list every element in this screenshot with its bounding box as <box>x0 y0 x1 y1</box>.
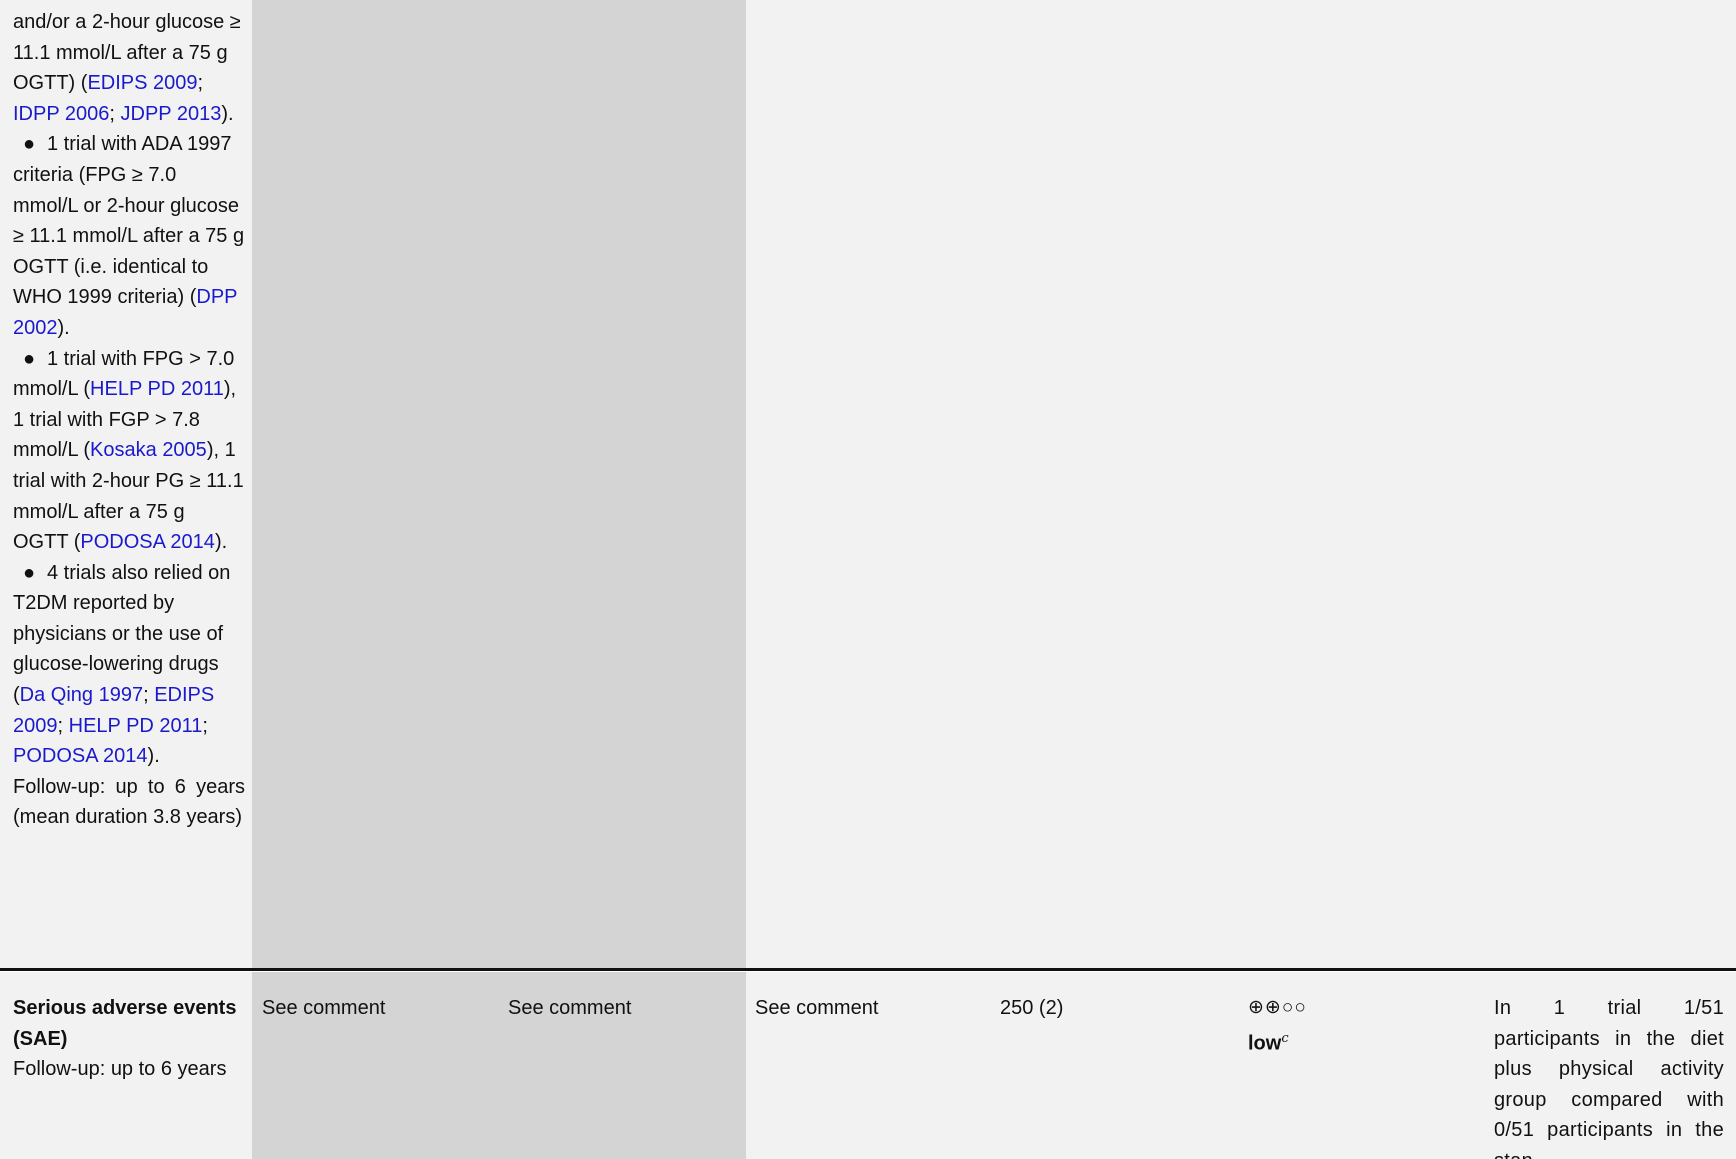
reference-link[interactable]: HELP PD 2011 <box>90 378 224 401</box>
bullet-icon: ● <box>23 561 36 584</box>
reference-link[interactable]: EDIPS 2009 <box>13 684 215 737</box>
outcome-cell: Serious adverse events (SAE) Follow-up: … <box>13 993 251 1085</box>
followup-text: Follow-up: up to 6 years (mean duration … <box>13 775 245 829</box>
bullet-icon: ● <box>23 133 36 156</box>
participants-cell: 250 (2) <box>1000 997 1064 1019</box>
reference-link[interactable]: EDIPS 2009 <box>87 72 198 95</box>
bullet-icon: ● <box>23 347 36 370</box>
footnote-marker: c <box>1281 1030 1289 1046</box>
reference-link[interactable]: IDPP 2006 <box>13 102 110 125</box>
certainty-cell: ⊕⊕○○ lowc <box>1248 993 1307 1059</box>
reference-link[interactable]: Da Qing 1997 <box>19 684 144 707</box>
certainty-level: low <box>1248 1032 1282 1055</box>
reference-link[interactable]: DPP 2002 <box>13 286 238 339</box>
corresponding-risk-cell: See comment <box>508 997 632 1019</box>
certainty-rating-icon: ⊕⊕○○ <box>1248 997 1307 1018</box>
list-item: ● 1 trial with FPG > 7.0 mmol/L (HELP PD … <box>13 344 245 558</box>
reference-link[interactable]: Kosaka 2005 <box>90 439 207 462</box>
outcome-definition-cell: and/or a 2-hour glucose ≥ 11.1 mmol/L af… <box>13 7 245 833</box>
shaded-column <box>252 0 746 968</box>
reference-link[interactable]: PODOSA 2014 <box>80 531 215 554</box>
row-divider <box>0 968 1736 971</box>
reference-link[interactable]: HELP PD 2011 <box>68 714 203 737</box>
assumed-risk-cell: See comment <box>262 997 386 1019</box>
outcome-name: Serious adverse events (SAE) <box>13 997 237 1050</box>
reference-link[interactable]: PODOSA 2014 <box>13 745 148 768</box>
shaded-column <box>252 972 746 1159</box>
list-item: ● 4 trials also relied on T2DM reported b… <box>13 558 245 772</box>
list-item: ● 1 trial with ADA 1997 criteria (FPG ≥ 7… <box>13 129 245 343</box>
outcome-followup: Follow-up: up to 6 years <box>13 1058 227 1081</box>
reference-link[interactable]: JDPP 2013 <box>120 102 222 125</box>
relative-effect-cell: See comment <box>755 997 879 1019</box>
comment-cell: In 1 trial 1/51 participants in the diet… <box>1494 997 1724 1159</box>
intro-paragraph: and/or a 2-hour glucose ≥ 11.1 mmol/L af… <box>13 11 241 125</box>
